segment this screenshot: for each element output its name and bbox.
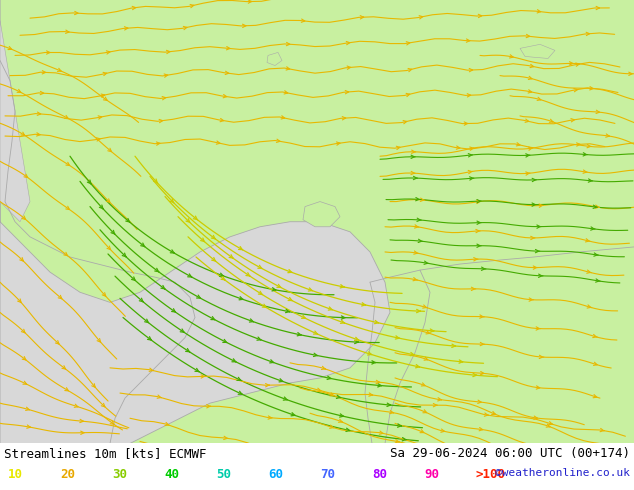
Text: 60: 60 (268, 468, 283, 481)
Text: 90: 90 (424, 468, 439, 481)
Polygon shape (0, 201, 390, 443)
Text: 50: 50 (216, 468, 231, 481)
Text: Sa 29-06-2024 06:00 UTC (00+174): Sa 29-06-2024 06:00 UTC (00+174) (390, 447, 630, 460)
Text: 70: 70 (320, 468, 335, 481)
Text: 40: 40 (164, 468, 179, 481)
Polygon shape (0, 0, 30, 222)
Polygon shape (267, 52, 282, 66)
Text: 20: 20 (60, 468, 75, 481)
Text: >100: >100 (476, 468, 506, 481)
Text: 10: 10 (8, 468, 23, 481)
Polygon shape (303, 201, 340, 227)
Text: Streamlines 10m [kts] ECMWF: Streamlines 10m [kts] ECMWF (4, 447, 207, 460)
Text: 80: 80 (372, 468, 387, 481)
Text: ©weatheronline.co.uk: ©weatheronline.co.uk (495, 468, 630, 478)
Text: 30: 30 (112, 468, 127, 481)
Polygon shape (520, 45, 555, 58)
